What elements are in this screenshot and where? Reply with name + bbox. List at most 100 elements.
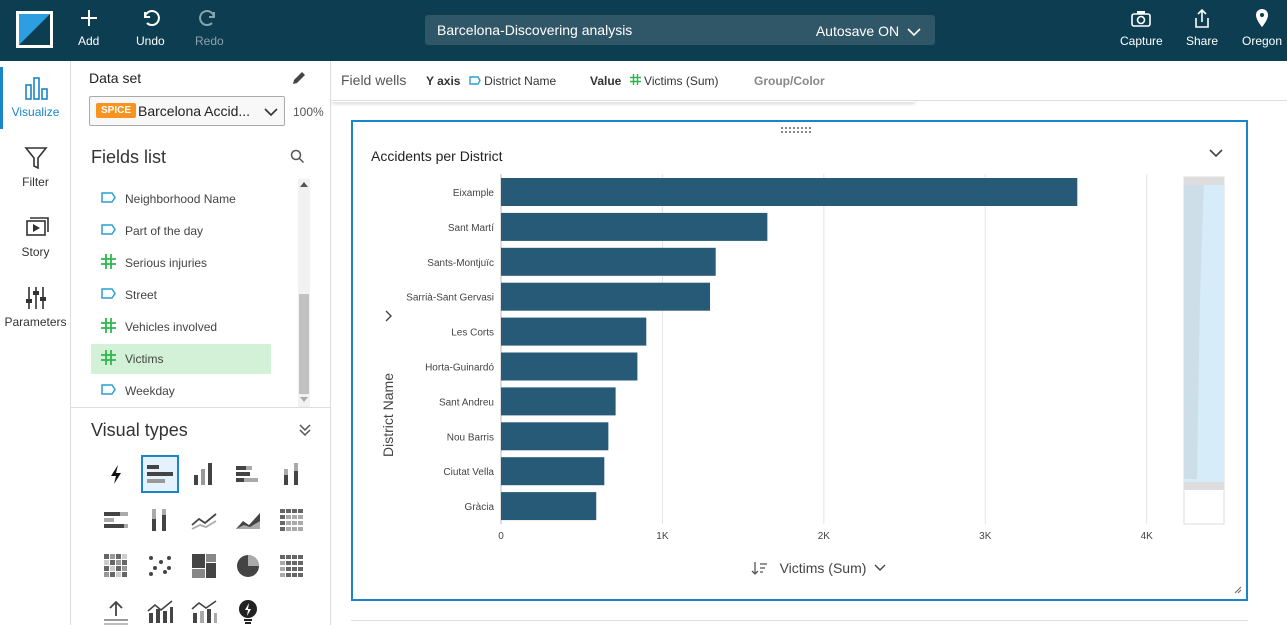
fields-list: Neighborhood Name Part of the day Serious … <box>91 184 271 408</box>
chevron-down-icon <box>264 108 278 117</box>
group-color-well[interactable]: Group/Color <box>754 74 825 88</box>
field-item[interactable]: Part of the day <box>91 216 271 246</box>
stacked-bar-chart-icon[interactable] <box>229 455 267 493</box>
bar[interactable] <box>501 352 638 381</box>
bar[interactable] <box>501 387 616 416</box>
x-axis-title[interactable]: Victims (Sum) <box>780 560 867 576</box>
y-axis-title[interactable]: District Name <box>380 373 396 457</box>
region-button[interactable]: Oregon <box>1242 8 1282 48</box>
field-label: Neighborhood Name <box>125 192 236 206</box>
fields-scrollbar[interactable] <box>298 179 310 407</box>
field-wells: Field wells Y axis District Name Value V… <box>332 61 1287 101</box>
autograph-icon[interactable] <box>97 455 135 493</box>
vertical-bar-chart-icon[interactable] <box>185 455 223 493</box>
share-label: Share <box>1186 34 1219 48</box>
tree-map-icon[interactable] <box>185 547 223 585</box>
scroll-down-icon[interactable] <box>300 397 308 403</box>
field-item[interactable]: Serious injuries <box>91 248 271 278</box>
dataset-label: Data set <box>89 70 142 86</box>
pie-chart-icon[interactable] <box>229 547 267 585</box>
pivot-table-icon[interactable] <box>273 501 311 539</box>
dataset-select[interactable]: SPICE Barcelona Accid... <box>89 96 285 126</box>
field-label: Vehicles involved <box>125 320 218 334</box>
scatter-plot-icon[interactable] <box>141 547 179 585</box>
analysis-selector[interactable]: Barcelona-Discovering analysis Autosave … <box>425 15 935 45</box>
sort-descending-icon[interactable] <box>751 562 767 575</box>
capture-button[interactable]: Capture <box>1120 8 1163 48</box>
redo-button[interactable]: Redo <box>195 8 224 48</box>
undo-label: Undo <box>136 34 165 48</box>
double-chevron-down-icon[interactable] <box>298 423 312 437</box>
drag-handle-icon[interactable] <box>781 126 813 134</box>
kpi-icon[interactable] <box>97 593 135 631</box>
category-label: Ciutat Vella <box>443 467 494 478</box>
bar[interactable] <box>501 247 716 276</box>
fields-panel: Data set SPICE Barcelona Accid... 100% F… <box>71 61 331 625</box>
dimension-tag-icon <box>469 76 481 85</box>
rail-filter[interactable]: Filter <box>0 145 71 189</box>
field-item[interactable]: Neighborhood Name <box>91 184 271 214</box>
chevron-down-icon[interactable] <box>1209 148 1223 158</box>
location-pin-icon <box>1242 8 1282 34</box>
heat-map-icon[interactable] <box>97 547 135 585</box>
quicksight-logo[interactable] <box>16 11 53 48</box>
rail-filter-label: Filter <box>22 175 49 189</box>
value-well[interactable]: Value Victims (Sum) <box>590 74 719 88</box>
field-label: Serious injuries <box>125 256 208 270</box>
table-icon[interactable] <box>273 547 311 585</box>
insight-icon[interactable] <box>229 593 267 631</box>
field-wells-label[interactable]: Field wells <box>341 72 407 88</box>
bar[interactable] <box>501 492 597 521</box>
y-axis-title-chevron-icon[interactable] <box>385 310 392 322</box>
category-label: Sarrià-Sant Gervasi <box>406 293 494 304</box>
field-item[interactable]: Street <box>91 280 271 310</box>
spice-badge: SPICE <box>96 103 137 118</box>
search-icon[interactable] <box>290 149 305 164</box>
horizontal-bar-chart-icon[interactable] <box>141 455 179 493</box>
y-axis-field-chip: District Name <box>484 74 557 88</box>
scroll-up-icon[interactable] <box>300 181 308 187</box>
chart-navigator[interactable] <box>1183 176 1225 525</box>
x-axis-title-chevron-icon[interactable] <box>874 564 886 571</box>
stacked-column-chart-icon[interactable] <box>273 455 311 493</box>
bar[interactable] <box>501 457 605 486</box>
line-chart-icon[interactable] <box>185 501 223 539</box>
undo-button[interactable]: Undo <box>136 8 165 48</box>
combo-chart-icon[interactable] <box>141 593 179 631</box>
visual-types-title: Visual types <box>91 420 188 440</box>
category-label: Eixample <box>453 188 495 199</box>
rail-story-label: Story <box>21 245 50 259</box>
field-item[interactable]: Victims <box>91 344 271 374</box>
bar-chart-icon <box>24 77 48 100</box>
scrollbar-thumb[interactable] <box>299 294 309 394</box>
combo-stacked-chart-icon[interactable] <box>185 593 223 631</box>
visual-card[interactable]: Accidents per District Eixample Sant Mart… <box>351 120 1248 601</box>
bar[interactable] <box>501 317 647 346</box>
bar[interactable] <box>501 178 1078 206</box>
share-button[interactable]: Share <box>1186 8 1218 48</box>
percent-bar-chart-icon[interactable] <box>97 501 135 539</box>
field-label: Weekday <box>125 384 175 398</box>
region-label: Oregon <box>1242 34 1283 48</box>
pencil-icon[interactable] <box>291 70 307 86</box>
area-chart-icon[interactable] <box>229 501 267 539</box>
rail-visualize[interactable]: Visualize <box>0 67 71 129</box>
chevron-down-icon <box>907 28 921 37</box>
add-button[interactable]: Add <box>78 8 99 48</box>
field-label: Victims <box>125 352 164 366</box>
percent-column-chart-icon[interactable] <box>141 501 179 539</box>
category-label: Gràcia <box>465 502 495 513</box>
dimension-tag-icon <box>101 192 125 206</box>
bar[interactable] <box>501 212 768 241</box>
field-label: Street <box>125 288 158 302</box>
bar[interactable] <box>501 422 609 451</box>
bar[interactable] <box>501 282 711 311</box>
dimension-tag-icon <box>101 288 125 302</box>
autosave-toggle[interactable]: Autosave ON <box>816 23 921 39</box>
field-item[interactable]: Weekday <box>91 376 271 406</box>
rail-story[interactable]: Story <box>0 215 71 259</box>
rail-parameters[interactable]: Parameters <box>0 285 71 329</box>
y-axis-well[interactable]: Y axis District Name <box>426 74 556 88</box>
field-item[interactable]: Vehicles involved <box>91 312 271 342</box>
resize-handle-icon[interactable] <box>1234 586 1242 594</box>
